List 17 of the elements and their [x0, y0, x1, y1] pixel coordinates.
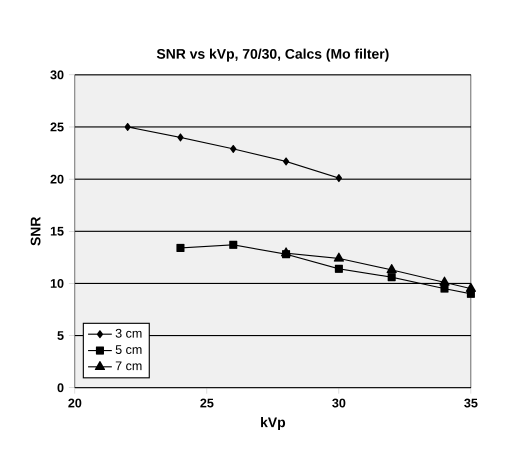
y-tick-label: 20 [50, 174, 64, 184]
chart-title: SNR vs kVp, 70/30, Calcs (Mo filter) [156, 48, 389, 62]
legend-label: 5 cm [116, 345, 142, 354]
x-tick-label: 20 [68, 398, 82, 408]
x-tick-label: 25 [200, 398, 214, 408]
y-tick-label: 0 [58, 383, 64, 392]
y-tick-label: 15 [50, 227, 64, 236]
y-tick-label: 25 [50, 122, 64, 132]
x-tick-label: 35 [464, 398, 478, 408]
legend-label: 7 cm [116, 362, 142, 370]
y-tick-label: 5 [57, 331, 64, 340]
y-tick-label: 30 [50, 70, 64, 80]
y-axis-title: SNR [30, 217, 40, 246]
y-tick-label: 10 [50, 279, 64, 288]
legend-label: 3 cm [116, 329, 142, 338]
x-tick-label: 30 [332, 398, 346, 408]
x-axis-title: kVp [261, 417, 286, 430]
